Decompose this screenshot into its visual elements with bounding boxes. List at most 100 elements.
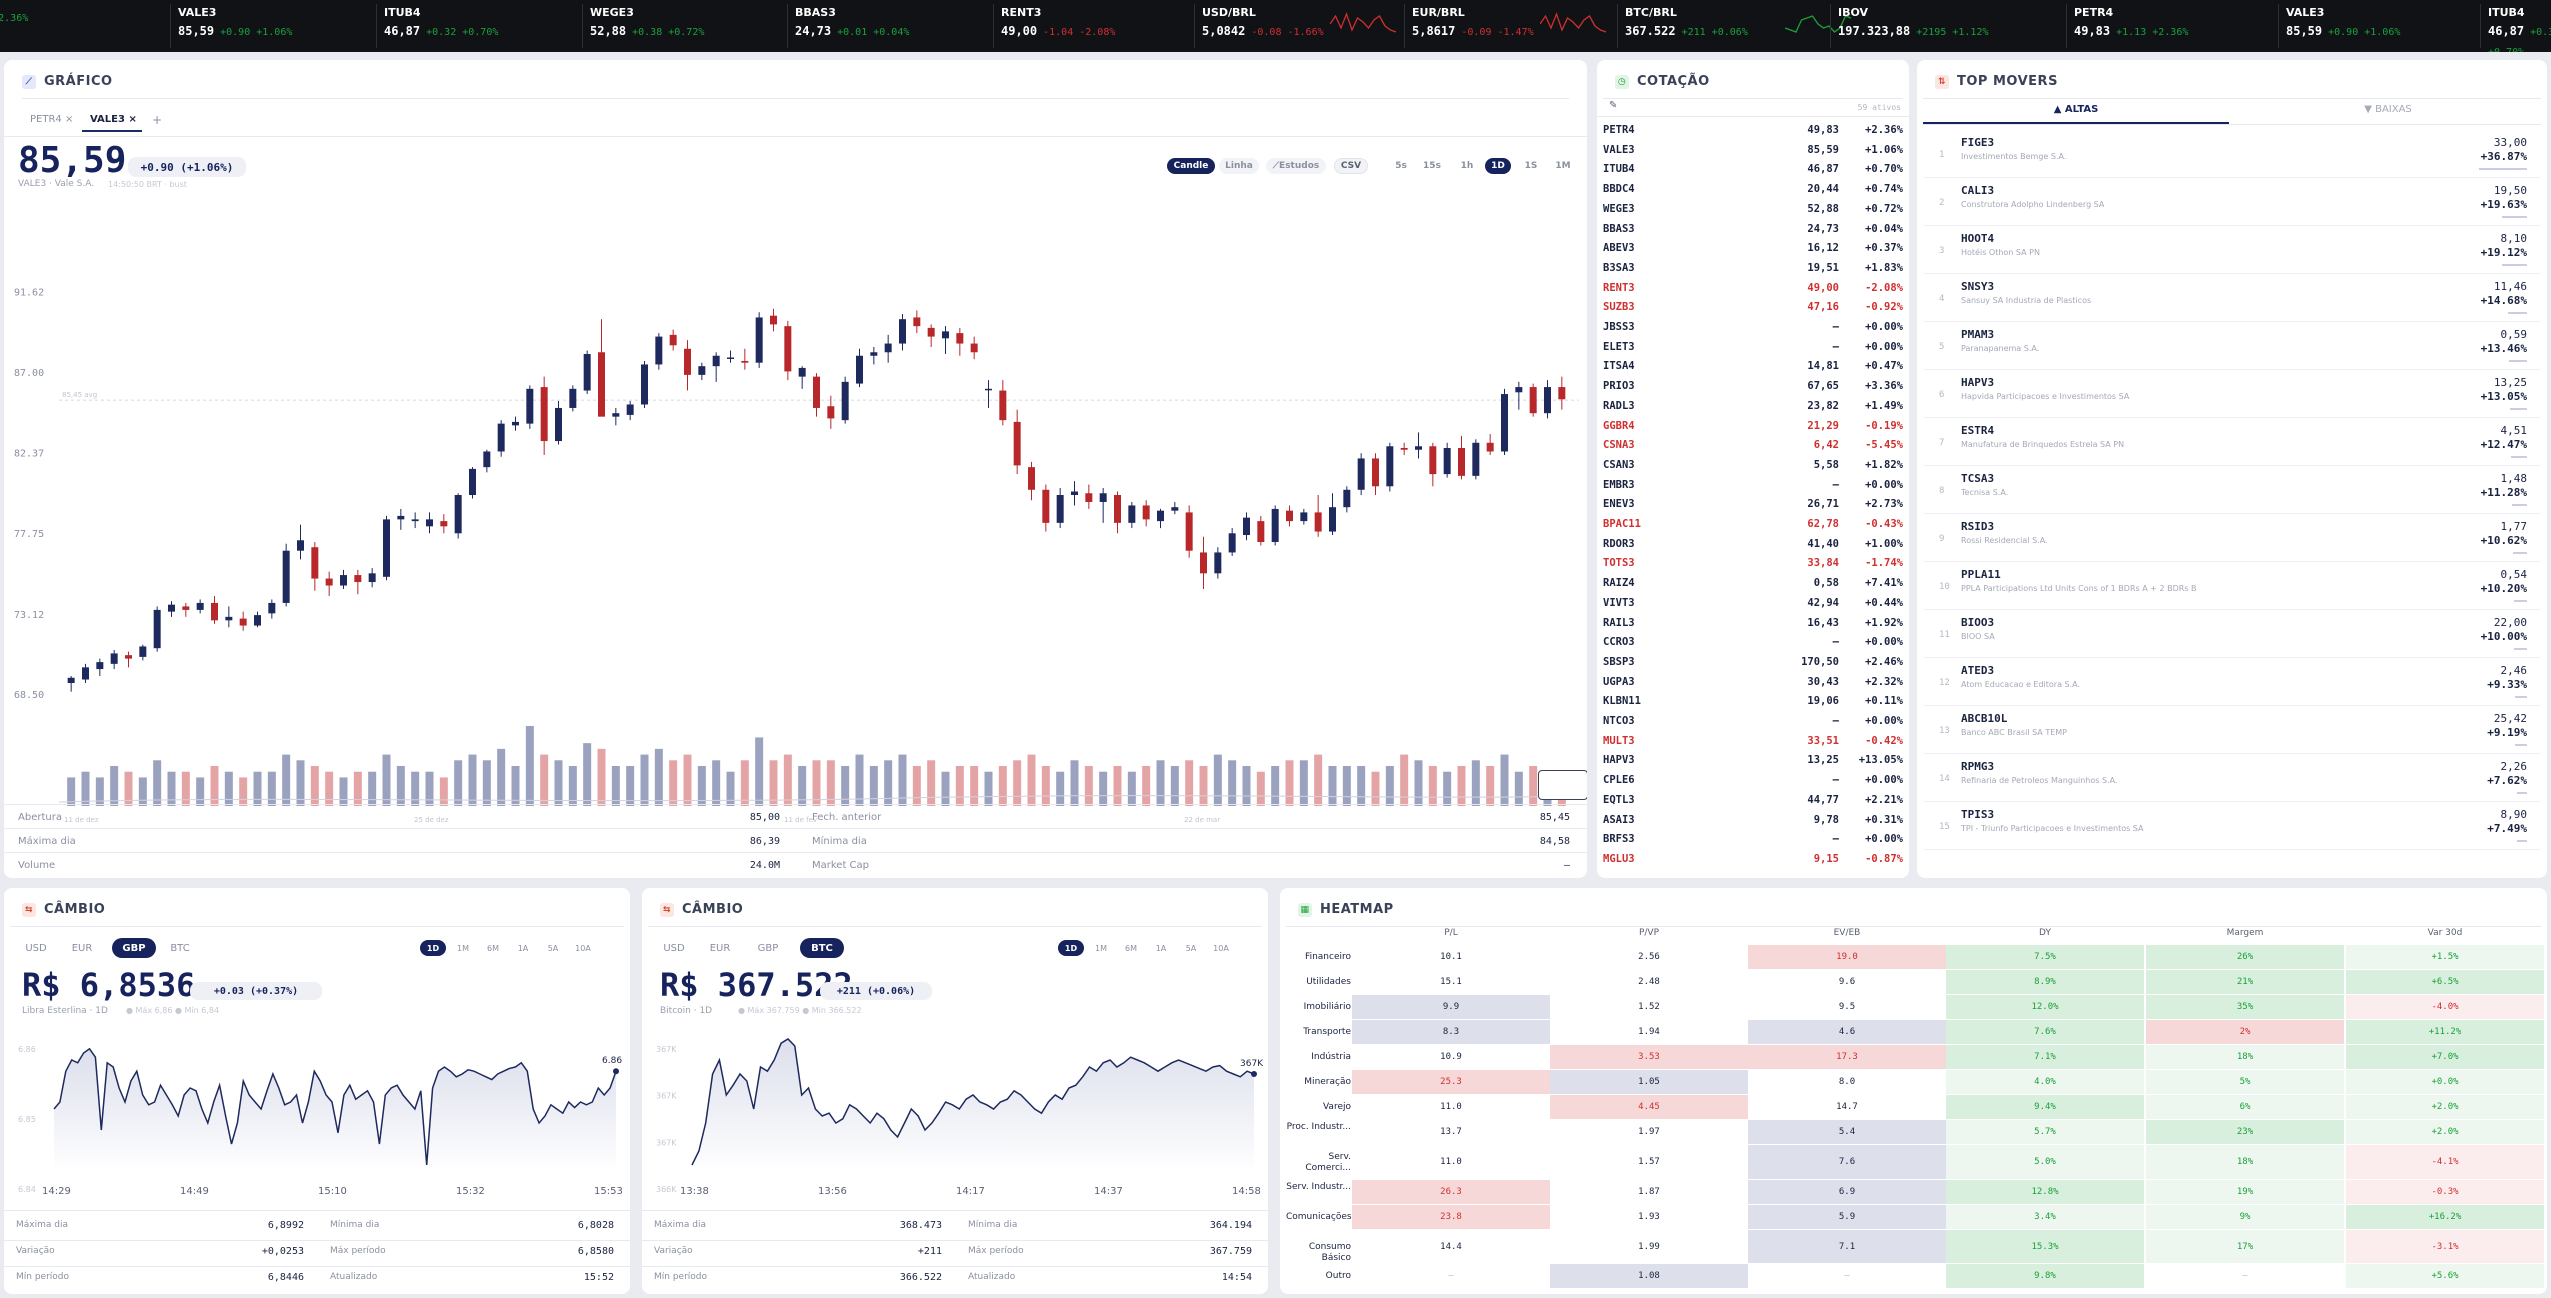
heatmap-cell[interactable]: 7.6 bbox=[1748, 1145, 1946, 1179]
heatmap-cell[interactable]: 25.3 bbox=[1352, 1070, 1550, 1094]
fx-period-1d[interactable]: 1D bbox=[1058, 940, 1084, 956]
tab-altas[interactable]: ▲ ALTAS bbox=[2053, 104, 2099, 115]
heatmap-cell[interactable]: 1.99 bbox=[1550, 1230, 1748, 1263]
mover-row[interactable]: 2 CALI3 Construtora Adolpho Lindenberg SA 1… bbox=[1923, 178, 2541, 226]
heatmap-cell[interactable]: 8.0 bbox=[1748, 1070, 1946, 1094]
mover-row[interactable]: 5 PMAM3 Paranapanema S.A. 0,59 +13.46% bbox=[1923, 322, 2541, 370]
heatmap-cell[interactable]: 1.87 bbox=[1550, 1180, 1748, 1204]
ticker-item[interactable]: WEGE3 52,88 +0.38 +0.72% bbox=[590, 6, 704, 46]
mover-row[interactable]: 8 TCSA3 Tecnisa S.A. 1,48 +11.28% bbox=[1923, 466, 2541, 514]
heatmap-cell[interactable]: -0.3% bbox=[2346, 1180, 2544, 1204]
heatmap-cell[interactable]: 1.52 bbox=[1550, 995, 1748, 1019]
heatmap-cell[interactable]: 18% bbox=[2146, 1145, 2344, 1179]
tab-vale3[interactable]: VALE3 × bbox=[90, 114, 137, 125]
mover-row[interactable]: 4 SNSY3 Sansuy SA Industria de Plasticos 11… bbox=[1923, 274, 2541, 322]
mover-row[interactable]: 6 HAPV3 Hapvida Participacoes e Investimen… bbox=[1923, 370, 2541, 418]
heatmap-cell[interactable]: 3.53 bbox=[1550, 1045, 1748, 1069]
quote-row[interactable]: ASAI3 9,78 +0.31% bbox=[1597, 810, 1909, 830]
fx-line-chart[interactable]: 6.86 6.85 6.84 6.86 14:29 14:49 15:10 15:32 15:5… bbox=[4, 1022, 630, 1212]
mover-row[interactable]: 13 ABCB10L Banco ABC Brasil SA TEMP 25,42 +9… bbox=[1923, 706, 2541, 754]
heatmap-cell[interactable]: — bbox=[2146, 1264, 2344, 1288]
quote-row[interactable]: EMBR3 — +0.00% bbox=[1597, 475, 1909, 495]
ccy-button-btc[interactable]: BTC bbox=[170, 942, 190, 954]
heatmap-cell[interactable]: 1.97 bbox=[1550, 1120, 1748, 1144]
heatmap-cell[interactable]: +2.0% bbox=[2346, 1095, 2544, 1119]
quote-row[interactable]: NTCO3 — +0.00% bbox=[1597, 711, 1909, 731]
quote-row[interactable]: VIVT3 42,94 +0.44% bbox=[1597, 593, 1909, 613]
quote-row[interactable]: ELET3 — +0.00% bbox=[1597, 337, 1909, 357]
heatmap-cell[interactable]: 9% bbox=[2146, 1205, 2344, 1229]
period-button-5s[interactable]: 5s bbox=[1395, 161, 1407, 171]
fx-period-10a[interactable]: 10A bbox=[1213, 943, 1229, 953]
heatmap-cell[interactable]: 14.4 bbox=[1352, 1230, 1550, 1263]
heatmap-cell[interactable]: 4.6 bbox=[1748, 1020, 1946, 1044]
heatmap-cell[interactable]: 6% bbox=[2146, 1095, 2344, 1119]
heatmap-cell[interactable]: 10.9 bbox=[1352, 1045, 1550, 1069]
quote-row[interactable]: RENT3 49,00 -2.08% bbox=[1597, 278, 1909, 298]
mover-row[interactable]: 3 HOOT4 Hotéis Othon SA PN 8,10 +19.12% bbox=[1923, 226, 2541, 274]
mover-row[interactable]: 14 RPMG3 Refinaria de Petroleos Manguinhos… bbox=[1923, 754, 2541, 802]
mode-candle-button[interactable]: Candle bbox=[1167, 158, 1215, 174]
heatmap-cell[interactable]: 15.3% bbox=[1946, 1230, 2144, 1263]
heatmap-cell[interactable]: 26% bbox=[2146, 945, 2344, 969]
heatmap-cell[interactable]: 2.56 bbox=[1550, 945, 1748, 969]
csv-button[interactable]: CSV bbox=[1334, 158, 1368, 174]
heatmap-cell[interactable]: 1.93 bbox=[1550, 1205, 1748, 1229]
heatmap-cell[interactable]: 11.0 bbox=[1352, 1095, 1550, 1119]
tab-petr4[interactable]: PETR4 × bbox=[30, 114, 74, 125]
heatmap-cell[interactable]: 5.9 bbox=[1748, 1205, 1946, 1229]
heatmap-cell[interactable]: 8.9% bbox=[1946, 970, 2144, 994]
quote-row[interactable]: ENEV3 26,71 +2.73% bbox=[1597, 494, 1909, 514]
ticker-item[interactable]: ITUB4 46,87 +0.32 +0.70% bbox=[384, 6, 498, 46]
quote-row[interactable]: KLBN11 19,06 +0.11% bbox=[1597, 691, 1909, 711]
quote-row[interactable]: RAIZ4 0,58 +7.41% bbox=[1597, 573, 1909, 593]
quote-row[interactable]: UGPA3 30,43 +2.32% bbox=[1597, 672, 1909, 692]
ticker-item[interactable]: RENT3 49,00 -1.04 -2.08% bbox=[1001, 6, 1115, 46]
period-button-1m[interactable]: 1M bbox=[1555, 161, 1571, 171]
heatmap-cell[interactable]: 5.7% bbox=[1946, 1120, 2144, 1144]
heatmap-cell[interactable]: 5.0% bbox=[1946, 1145, 2144, 1179]
heatmap-cell[interactable]: 14.7 bbox=[1748, 1095, 1946, 1119]
quote-row[interactable]: B3SA3 19,51 +1.83% bbox=[1597, 258, 1909, 278]
heatmap-cell[interactable]: 2% bbox=[2146, 1020, 2344, 1044]
heatmap-cell[interactable]: 3.4% bbox=[1946, 1205, 2144, 1229]
heatmap-cell[interactable]: +2.0% bbox=[2346, 1120, 2544, 1144]
heatmap-cell[interactable]: 4.0% bbox=[1946, 1070, 2144, 1094]
tab-baixas[interactable]: ▼ BAIXAS bbox=[2364, 104, 2412, 115]
heatmap-cell[interactable]: 19% bbox=[2146, 1180, 2344, 1204]
heatmap-cell[interactable]: 12.0% bbox=[1946, 995, 2144, 1019]
quote-row[interactable]: HAPV3 13,25 +13.05% bbox=[1597, 750, 1909, 770]
period-button-1h[interactable]: 1h bbox=[1460, 161, 1474, 171]
quote-row[interactable]: RADL3 23,82 +1.49% bbox=[1597, 396, 1909, 416]
quote-row[interactable]: ITSA4 14,81 +0.47% bbox=[1597, 356, 1909, 376]
heatmap-cell[interactable]: 9.6 bbox=[1748, 970, 1946, 994]
quote-row[interactable]: ITUB4 46,87 +0.70% bbox=[1597, 159, 1909, 179]
ccy-button-usd[interactable]: USD bbox=[663, 942, 685, 954]
period-button-15s[interactable]: 15s bbox=[1423, 161, 1441, 171]
fx-period-5a[interactable]: 5A bbox=[547, 943, 559, 953]
mover-row[interactable]: 10 PPLA11 PPLA Participations Ltd Units Co… bbox=[1923, 562, 2541, 610]
heatmap-cell[interactable]: — bbox=[1748, 1264, 1946, 1288]
mover-row[interactable]: 11 BIOO3 BIOO SA 22,00 +10.00% bbox=[1923, 610, 2541, 658]
quote-row[interactable]: SUZB3 47,16 -0.92% bbox=[1597, 297, 1909, 317]
heatmap-cell[interactable]: 17.3 bbox=[1748, 1045, 1946, 1069]
ccy-button-usd[interactable]: USD bbox=[25, 942, 47, 954]
heatmap-cell[interactable]: 5% bbox=[2146, 1070, 2344, 1094]
ticker-item[interactable]: VALE3 85,59 +0.90 +1.06% bbox=[178, 6, 292, 46]
ticker-item[interactable]: +1.13 +2.36% bbox=[0, 6, 28, 46]
mover-row[interactable]: 7 ESTR4 Manufatura de Brinquedos Estrela S… bbox=[1923, 418, 2541, 466]
period-button-1s[interactable]: 1S bbox=[1524, 161, 1538, 171]
heatmap-cell[interactable]: 13.7 bbox=[1352, 1120, 1550, 1144]
fx-period-5a[interactable]: 5A bbox=[1185, 943, 1197, 953]
chart-scrollbar-thumb[interactable] bbox=[1538, 770, 1587, 800]
quote-row[interactable]: JBSS3 — +0.00% bbox=[1597, 317, 1909, 337]
ccy-button-eur[interactable]: EUR bbox=[709, 942, 731, 954]
heatmap-cell[interactable]: — bbox=[1352, 1264, 1550, 1288]
quote-row[interactable]: CSNA3 6,42 -5.45% bbox=[1597, 435, 1909, 455]
heatmap-cell[interactable]: -4.1% bbox=[2346, 1145, 2544, 1179]
heatmap-cell[interactable]: 23.8 bbox=[1352, 1205, 1550, 1229]
heatmap-cell[interactable]: 4.45 bbox=[1550, 1095, 1748, 1119]
heatmap-cell[interactable]: 7.5% bbox=[1946, 945, 2144, 969]
quote-row[interactable]: RAIL3 16,43 +1.92% bbox=[1597, 613, 1909, 633]
heatmap-cell[interactable]: 11.0 bbox=[1352, 1145, 1550, 1179]
